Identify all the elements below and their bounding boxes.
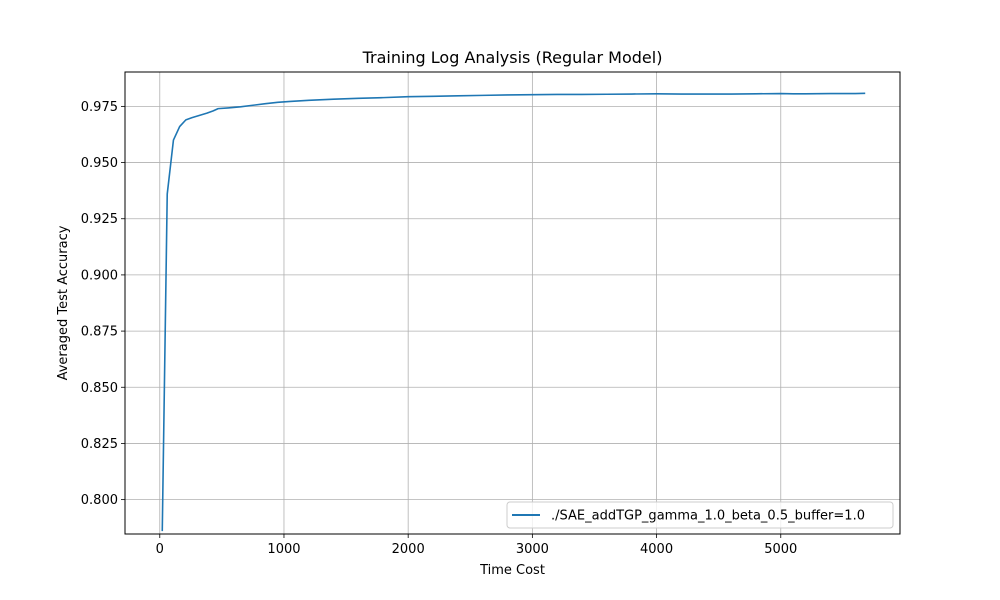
legend: ./SAE_addTGP_gamma_1.0_beta_0.5_buffer=1…: [506, 501, 894, 529]
x-tick-label: 0: [156, 542, 164, 557]
y-tick-label: 0.850: [81, 381, 118, 396]
y-tick-label: 0.925: [81, 212, 118, 227]
legend-box: [506, 501, 894, 529]
chart-title: Training Log Analysis (Regular Model): [362, 48, 663, 67]
x-tick-label: 2000: [392, 542, 425, 557]
y-tick-label: 0.825: [81, 437, 118, 452]
x-tick-label: 5000: [764, 542, 797, 557]
y-axis-title: Averaged Test Accuracy: [56, 225, 71, 380]
plot-frame: [124, 71, 901, 535]
grid: [125, 72, 900, 534]
x-tick-label: 4000: [640, 542, 673, 557]
y-tick-label: 0.950: [81, 156, 118, 171]
y-tick-label: 0.900: [81, 268, 118, 283]
x-axis-title: Time Cost: [479, 563, 545, 578]
ticks: 0 1000 2000 3000 4000 5000 0.800 0.825 0.850 0.87…: [81, 100, 798, 557]
legend-label: ./SAE_addTGP_gamma_1.0_beta_0.5_buffer=1…: [551, 509, 865, 524]
series-line: [161, 92, 866, 532]
y-tick-label: 0.800: [81, 493, 118, 508]
y-tick-label: 0.875: [81, 325, 118, 340]
x-tick-label: 1000: [267, 542, 300, 557]
y-tick-label: 0.975: [81, 100, 118, 115]
x-tick-label: 3000: [516, 542, 549, 557]
series-layer: [161, 92, 866, 532]
